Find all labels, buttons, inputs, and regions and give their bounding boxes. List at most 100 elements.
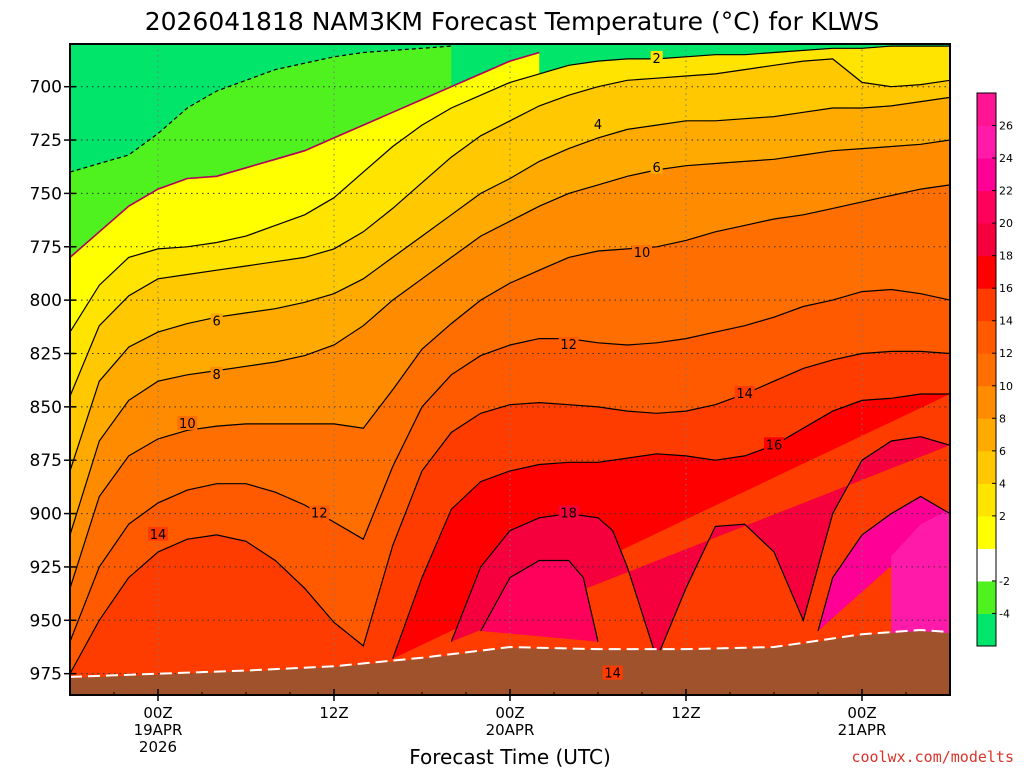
- colorbar-swatch: [977, 548, 996, 582]
- colorbar-label: 10: [999, 380, 1013, 393]
- colorbar-label: 12: [999, 347, 1013, 360]
- contour-line-12: [70, 288, 950, 642]
- y-tick-label: 975: [30, 665, 62, 685]
- colorbar-label: 8: [999, 412, 1006, 425]
- contour-line-10: [70, 184, 950, 589]
- y-tick-label: 775: [30, 238, 62, 258]
- contour-label-backdrop: [148, 526, 168, 541]
- x-tick-label: 12Z: [319, 704, 348, 722]
- colorbar-swatch: [977, 125, 996, 159]
- contour-label-backdrop: [309, 505, 330, 520]
- colorbar-label: 18: [999, 250, 1013, 263]
- contour-label: 2: [653, 52, 661, 67]
- colorbar-swatch: [977, 613, 996, 647]
- plot-area: 2 4 6 6 8 10 10 12 12 14 14 14 16 18: [70, 44, 950, 695]
- colorbar-swatch: [977, 353, 996, 387]
- y-tick-label: 725: [30, 131, 62, 151]
- contour-label: 18: [560, 507, 577, 522]
- contour-label-backdrop: [558, 505, 579, 520]
- y-tick-label: 875: [30, 451, 62, 471]
- x-tick-label: 20APR: [486, 721, 535, 739]
- colorbar-swatch: [977, 190, 996, 224]
- colorbar-label: -4: [999, 607, 1010, 620]
- band-above-20: [480, 560, 598, 642]
- x-tick-label: 21APR: [838, 721, 887, 739]
- contour-label: 12: [311, 507, 328, 522]
- x-axis-label: Forecast Time (UTC): [409, 745, 611, 768]
- credit-text: coolwx.com/modelts: [851, 748, 1014, 766]
- contour-label: 10: [179, 417, 196, 432]
- colorbar-swatch: [977, 288, 996, 322]
- colorbar-swatch: [977, 320, 996, 354]
- colorbar-swatch: [977, 158, 996, 192]
- contour-label-backdrop: [602, 665, 623, 680]
- contour-label-backdrop: [210, 313, 223, 328]
- x-tick-label: 00Z: [495, 704, 524, 722]
- colorbar-frame: [976, 92, 997, 647]
- contour-line-14: [70, 350, 950, 674]
- contour-label: 14: [736, 387, 753, 402]
- colorbar-swatch: [977, 515, 996, 549]
- contour-label-backdrop: [177, 415, 198, 430]
- colorbar-label: 26: [999, 120, 1013, 133]
- contour-label: 6: [653, 161, 661, 176]
- contour-label-backdrop: [764, 437, 784, 452]
- contour-line-16: [392, 393, 950, 659]
- y-tick-label: 925: [30, 558, 62, 578]
- x-tick-label: 19APR: [134, 721, 183, 739]
- colorbar-label: 4: [999, 477, 1006, 490]
- y-tick-label: 800: [30, 291, 62, 311]
- contour-label-backdrop: [558, 336, 579, 351]
- contour-label: 8: [213, 368, 221, 383]
- contour-label-backdrop: [650, 159, 663, 174]
- terrain-surface-line: [70, 628, 950, 678]
- y-tick-label: 700: [30, 78, 62, 98]
- colorbar-swatch: [977, 255, 996, 289]
- colorbar-label: 2: [999, 510, 1006, 523]
- colorbar-label: -2: [999, 575, 1010, 588]
- x-tick-label: 00Z: [847, 704, 876, 722]
- chart-title: 2026041818 NAM3KM Forecast Temperature (…: [145, 7, 880, 36]
- colorbar-swatch: [977, 385, 996, 419]
- y-axis: 700 725 750 775 800 825 850 875 900 925 950 975: [30, 78, 76, 685]
- temperature-bands: [70, 46, 950, 695]
- contour-line-2: [70, 45, 950, 333]
- colorbar-label: 16: [999, 282, 1013, 295]
- contour-labels: 2 4 6 6 8 10 10 12 12 14 14 14 16 18: [148, 50, 784, 682]
- colorbar-swatch: [977, 93, 996, 127]
- colorbar-swatch: [977, 223, 996, 257]
- x-tick-label: 12Z: [671, 704, 700, 722]
- colorbar-swatch: [977, 418, 996, 452]
- colorbar-label: 24: [999, 152, 1013, 165]
- y-tick-label: 825: [30, 344, 62, 364]
- contour-line-18: [450, 436, 950, 661]
- colorbar-swatch: [977, 483, 996, 517]
- x-tick-label: 00Z: [143, 704, 172, 722]
- colorbar-swatch: [977, 450, 996, 484]
- x-tick-label: 2026: [139, 738, 177, 756]
- contour-line-22: [817, 495, 950, 632]
- contour-label-backdrop: [210, 366, 223, 381]
- contour-label: 4: [594, 118, 602, 133]
- contour-line-0: [70, 51, 540, 259]
- contour-label: 16: [766, 438, 783, 453]
- contour-label-backdrop: [592, 117, 604, 132]
- colorbar-label: 14: [999, 315, 1013, 328]
- contour-label: 10: [634, 246, 651, 261]
- terrain-layer: [70, 628, 950, 695]
- colorbar-label: 20: [999, 217, 1013, 230]
- contour-label: 14: [604, 667, 621, 682]
- contour-line-4: [70, 58, 950, 397]
- contour-label: 14: [150, 528, 167, 543]
- contour-line--4: [70, 45, 452, 173]
- y-tick-label: 900: [30, 505, 62, 525]
- contour-label: 12: [560, 338, 577, 353]
- band-above-18: [451, 436, 950, 659]
- contour-label-backdrop: [734, 386, 755, 401]
- colorbar-label: 22: [999, 185, 1013, 198]
- y-tick-label: 750: [30, 184, 62, 204]
- terrain-ground: [70, 630, 950, 695]
